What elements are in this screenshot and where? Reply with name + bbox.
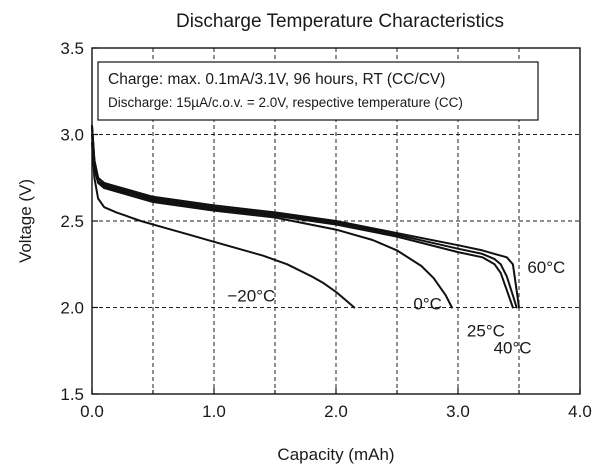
x-tick-label: 1.0	[202, 402, 226, 421]
series-label: 0°C	[413, 295, 442, 314]
series-line	[91, 124, 518, 309]
series-label: 40°C	[494, 339, 532, 358]
chart-title: Discharge Temperature Characteristics	[176, 11, 504, 32]
series-line	[91, 124, 520, 309]
conditions-note: Charge: max. 0.1mA/3.1V, 96 hours, RT (C…	[97, 61, 539, 121]
x-tick-label: 2.0	[324, 402, 348, 421]
series-line	[91, 142, 356, 309]
y-axis-title: Voltage (V)	[16, 179, 35, 263]
y-tick-label: 3.5	[60, 39, 84, 58]
y-tick-label: 3.0	[60, 126, 84, 145]
conditions-note-line-2: Discharge: 15µA/c.o.v. = 2.0V, respectiv…	[108, 95, 463, 110]
series-line	[91, 133, 453, 309]
x-tick-label: 3.0	[446, 402, 470, 421]
x-tick-label: 4.0	[568, 402, 592, 421]
series-label: 25°C	[467, 322, 505, 341]
series-line	[91, 124, 514, 309]
series-labels: 60°C 40°C25°C 0°C −20°C	[227, 258, 565, 358]
series-label: −20°C	[227, 287, 275, 306]
y-tick-label: 2.5	[60, 212, 84, 231]
x-axis-title: Capacity (mAh)	[277, 445, 394, 464]
axis-ticks: 0.0 1.0 2.0 3.0 4.0 1.5 2.0 2.5 3.0 3.5	[60, 39, 591, 421]
series-label: 60°C	[527, 258, 565, 277]
series-layer	[91, 124, 520, 309]
conditions-note-box	[97, 61, 539, 121]
conditions-note-line-1: Charge: max. 0.1mA/3.1V, 96 hours, RT (C…	[108, 71, 445, 88]
x-tick-label: 0.0	[80, 402, 104, 421]
y-tick-label: 2.0	[60, 299, 84, 318]
y-tick-label: 1.5	[60, 385, 84, 404]
